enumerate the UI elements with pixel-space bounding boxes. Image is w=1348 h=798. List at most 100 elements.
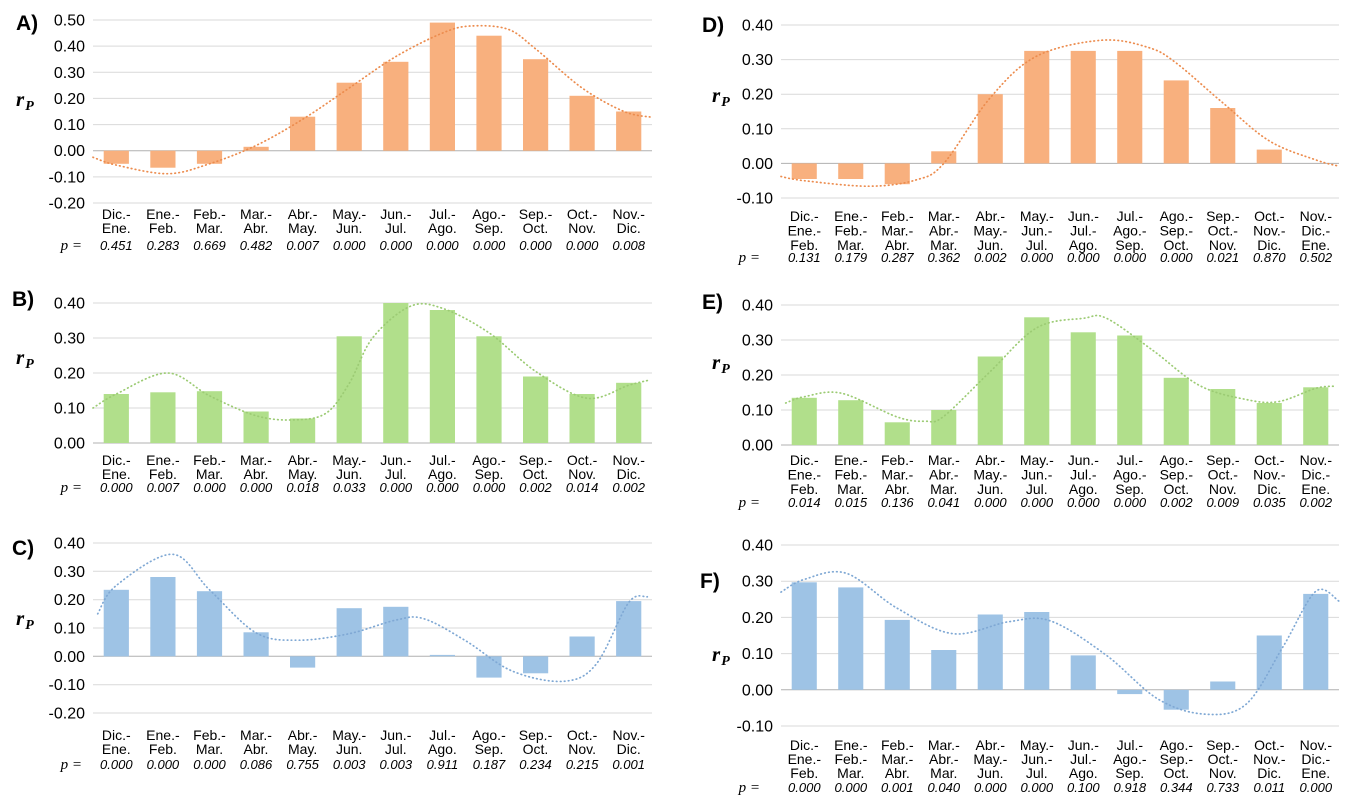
p-value: 0.003 — [333, 757, 366, 772]
y-tick-label: 0.30 — [54, 65, 85, 82]
p-value: 0.000 — [1300, 780, 1333, 795]
bar — [383, 303, 409, 443]
category-label: Jul.-Ago.-Sep. — [1113, 452, 1147, 497]
y-tick-label: 0.00 — [54, 143, 85, 160]
bar — [838, 587, 864, 690]
bar — [791, 163, 817, 179]
bar — [243, 632, 269, 657]
p-value: 0.000 — [333, 238, 366, 253]
category-label: Nov.-Dic. — [612, 206, 645, 236]
bar — [103, 150, 129, 164]
y-axis-label: rP — [16, 606, 34, 633]
category-label: May.-Jun. — [332, 452, 366, 482]
category-label: Dic.-Ene. — [102, 452, 131, 482]
bar — [1070, 332, 1096, 445]
y-tick-label: 0.30 — [54, 564, 85, 581]
bar — [884, 163, 910, 185]
category-label: Mar.-Abr.-Mar. — [928, 737, 960, 781]
bar — [1256, 635, 1282, 690]
chart-a-canvas: 0.50 0.40 0.30 0.20 0.10 0.00 -0.10 -0.20 Dic.-E… — [16, 12, 653, 254]
p-value: 0.018 — [286, 480, 319, 495]
y-tick-label: 0.00 — [742, 156, 773, 173]
bar — [1210, 108, 1236, 164]
bar — [290, 116, 316, 151]
p-value: 0.040 — [928, 780, 961, 795]
category-label: Ago.-Sep.-Oct. — [1160, 208, 1194, 253]
bar — [383, 606, 409, 657]
y-tick-label: 0.20 — [742, 87, 773, 104]
bar — [150, 392, 176, 444]
p-value: 0.215 — [566, 757, 599, 772]
p-value: 0.000 — [974, 495, 1007, 510]
category-label: Oct.-Nov.-Dic. — [1253, 452, 1286, 497]
category-label: Oct.-Nov. — [567, 206, 598, 236]
p-prefix-label: p = — [60, 757, 82, 773]
bar — [616, 601, 642, 657]
y-tick-label: -0.10 — [737, 719, 774, 736]
p-value: 0.002 — [519, 480, 552, 495]
chart-b-canvas: 0.400.300.200.100.00Dic.-Ene.0.000Ene.-F… — [12, 288, 652, 496]
category-label: Feb.-Mar. — [193, 206, 226, 236]
bar — [196, 391, 223, 443]
category-label: Sep.-Oct.-Nov. — [1206, 452, 1240, 497]
category-label: Dic.-Ene.-Feb. — [788, 208, 822, 253]
p-value: 0.000 — [147, 757, 180, 772]
category-label: Ene.-Feb.-Mar. — [834, 452, 868, 497]
y-axis-label: rP — [712, 642, 730, 669]
p-value: 0.131 — [788, 250, 821, 265]
p-value: 0.002 — [612, 480, 645, 495]
bar — [523, 376, 549, 443]
category-label: Jul.-Ago. — [428, 727, 457, 757]
p-value: 0.482 — [240, 238, 273, 253]
category-label: May.-Jun.-Jul. — [1020, 208, 1054, 253]
bar — [931, 151, 957, 164]
y-tick-label: 0.30 — [742, 52, 773, 69]
y-axis-label: rP — [712, 83, 730, 110]
category-label: Nov.-Dic.-Ene. — [1300, 208, 1333, 253]
trend-line — [780, 570, 1340, 716]
p-value: 0.021 — [1207, 250, 1240, 265]
category-label: Nov.-Dic. — [612, 452, 645, 482]
p-value: 0.000 — [380, 480, 413, 495]
bar — [977, 94, 1003, 164]
bar — [791, 582, 817, 690]
y-axis-label: rP — [712, 350, 730, 377]
p-value: 0.000 — [240, 480, 273, 495]
y-tick-label: 0.20 — [54, 592, 85, 609]
p-value: 0.009 — [1207, 495, 1240, 510]
bar — [1024, 50, 1050, 164]
bar — [523, 656, 549, 674]
p-prefix-label: p = — [60, 238, 82, 254]
category-label: Abr.-May.-Jun. — [973, 737, 1007, 781]
bar — [429, 654, 455, 657]
category-label: Dic.-Ene.-Feb. — [788, 452, 822, 497]
category-label: Ene.-Feb. — [146, 206, 180, 236]
p-value: 0.001 — [881, 780, 914, 795]
p-prefix-label: p = — [60, 480, 82, 496]
bar — [1024, 317, 1050, 446]
y-axis-label: rP — [16, 87, 34, 114]
bar — [336, 82, 362, 151]
p-value: 0.000 — [974, 780, 1007, 795]
p-prefix-label: p = — [738, 780, 760, 796]
category-label: Ene.-Feb. — [146, 452, 180, 482]
category-label: Ene.-Feb. — [146, 727, 180, 757]
p-value: 0.002 — [974, 250, 1007, 265]
p-value: 0.041 — [928, 495, 961, 510]
category-label: Ago.-Sep.-Oct. — [1160, 452, 1194, 497]
p-prefix-label: p = — [738, 495, 760, 511]
p-value: 0.911 — [427, 757, 459, 772]
bar — [838, 400, 864, 445]
category-label: Oct.-Nov.-Dic. — [1253, 737, 1286, 781]
p-value: 0.000 — [473, 480, 506, 495]
y-tick-label: -0.20 — [49, 196, 86, 213]
bar — [476, 656, 502, 678]
bar — [476, 336, 502, 444]
bar — [1117, 335, 1143, 445]
panel-letter: D) — [702, 14, 724, 37]
category-label: Ene.-Feb.-Mar. — [834, 737, 868, 781]
bar — [569, 394, 595, 443]
category-label: Sep.-Oct.-Nov. — [1206, 208, 1240, 253]
y-tick-label: 0.00 — [742, 682, 773, 699]
p-value: 0.002 — [1160, 495, 1193, 510]
